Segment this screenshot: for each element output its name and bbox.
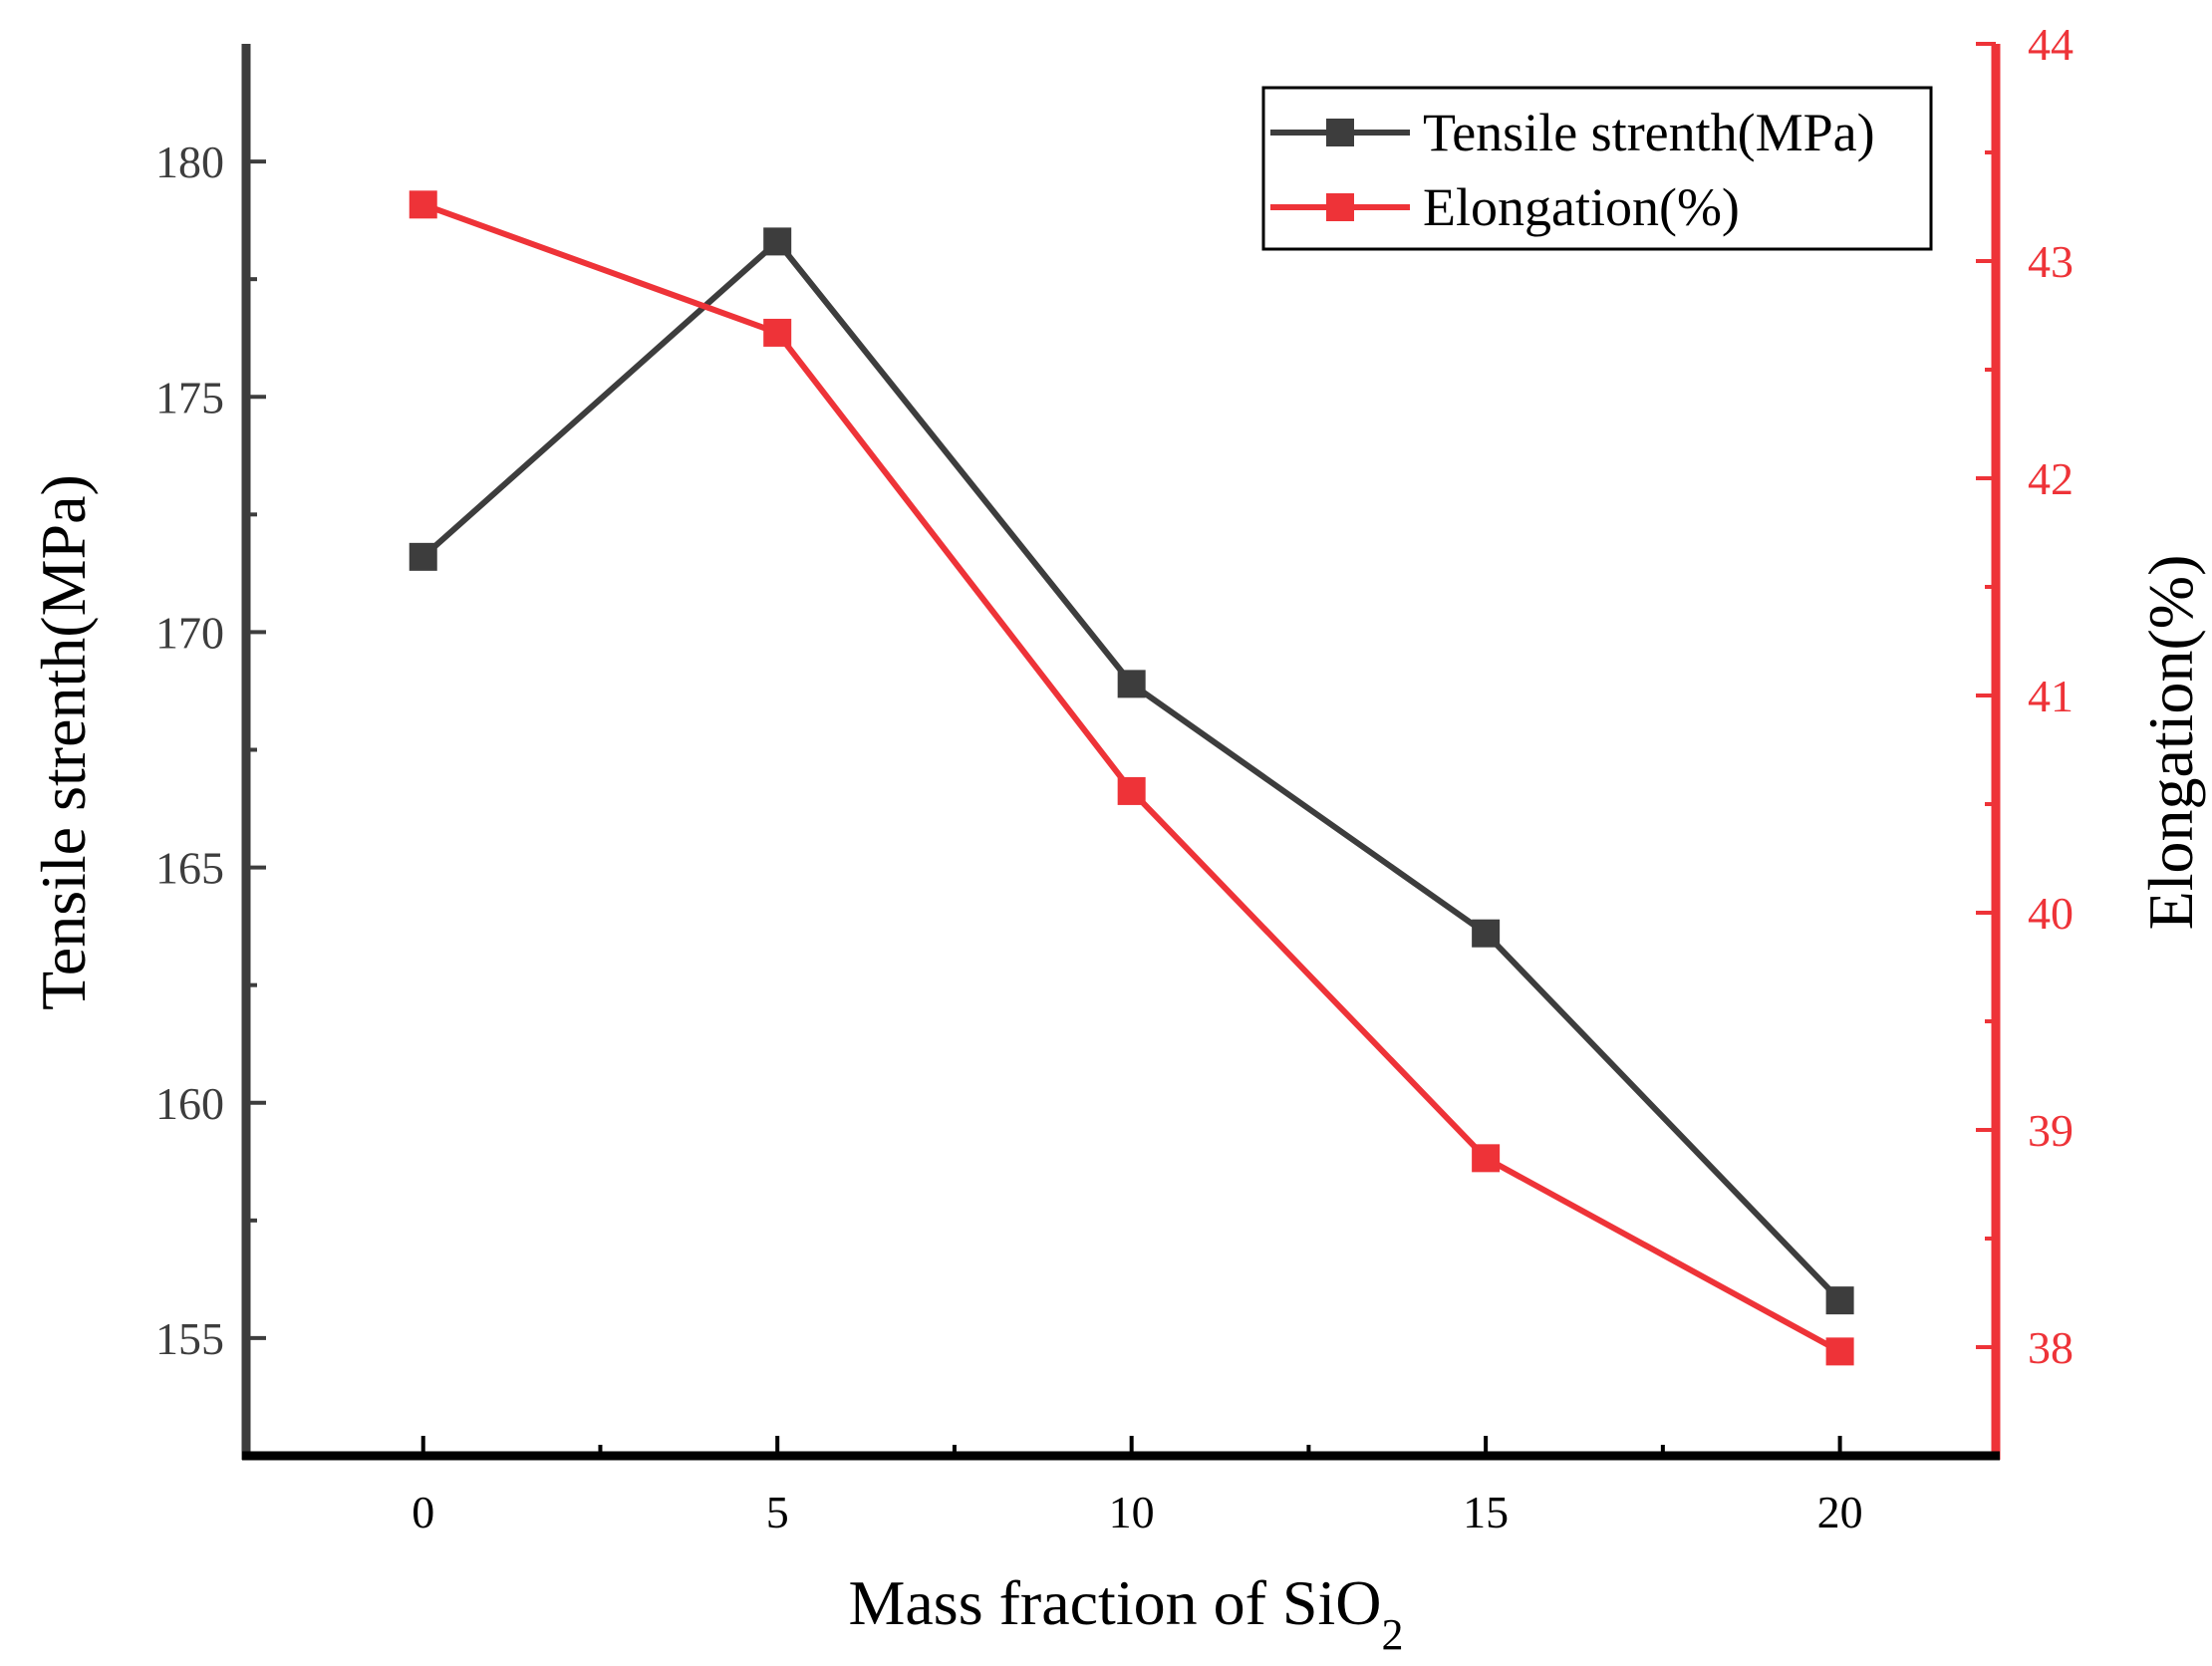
y-left-tick-label: 175	[155, 372, 224, 422]
series-0-point	[1117, 670, 1146, 698]
y-left-tick-label: 165	[155, 843, 224, 894]
x-tick-label: 0	[412, 1487, 434, 1537]
series-0-point	[1825, 1286, 1854, 1315]
y-right-tick-label: 38	[2028, 1322, 2074, 1373]
x-tick-label: 20	[1817, 1487, 1863, 1537]
y-left-tick-label: 160	[155, 1078, 224, 1129]
y-left-tick-label: 155	[155, 1313, 224, 1364]
x-axis-title-subscript: 2	[1382, 1610, 1404, 1659]
axes-layer	[241, 44, 2001, 1461]
series-1-point	[1117, 776, 1146, 805]
y-left-tick-label: 170	[155, 607, 224, 658]
series-layer	[409, 190, 1854, 1366]
y-right-tick-label: 39	[2028, 1105, 2074, 1156]
legend: Tensile strenth(MPa) Elongation(%)	[1261, 86, 1933, 251]
x-tick-label: 10	[1109, 1487, 1155, 1537]
legend-marker-tensile	[1326, 119, 1354, 146]
series-0-point	[409, 542, 437, 571]
series-0-point	[1472, 919, 1501, 948]
y-right-tick-label: 44	[2028, 19, 2074, 70]
series-0-point	[763, 227, 792, 256]
y-right-tick-label: 41	[2028, 671, 2074, 721]
x-tick-label: 15	[1463, 1487, 1509, 1537]
x-axis-title: Mass fraction of SiO2	[848, 1567, 1403, 1659]
legend-box	[1261, 86, 1933, 251]
series-1-point	[1472, 1144, 1501, 1173]
series-1-point	[409, 190, 437, 219]
y-axis-title-right: Elongation(%)	[2135, 555, 2206, 931]
ticks-layer: 0 5 10 15 20 155 160 165 170 175 180 38 39 40 41 42 43 44	[155, 19, 2074, 1537]
series-line-0	[420, 238, 1842, 1303]
y-right-tick-label: 42	[2028, 453, 2074, 504]
series-1-point	[763, 318, 792, 347]
x-axis-title-main: Mass fraction of SiO	[848, 1567, 1381, 1638]
y-left-tick-label: 180	[155, 137, 224, 187]
y-right-tick-label: 43	[2028, 236, 2074, 287]
y-axis-title-left: Tensile strenth(MPa)	[28, 474, 99, 1010]
legend-marker-elongation	[1326, 193, 1354, 221]
legend-label-elongation: Elongation(%)	[1423, 177, 1740, 237]
y-right-tick-label: 40	[2028, 888, 2074, 939]
series-1-point	[1825, 1337, 1854, 1366]
legend-label-tensile: Tensile strenth(MPa)	[1423, 103, 1875, 162]
x-tick-label: 5	[766, 1487, 789, 1537]
